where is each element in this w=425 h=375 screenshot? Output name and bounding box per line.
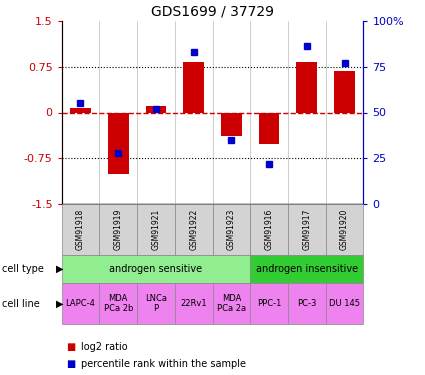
- Text: GSM91918: GSM91918: [76, 209, 85, 251]
- Text: log2 ratio: log2 ratio: [81, 342, 128, 352]
- Bar: [334, 71, 355, 112]
- Text: ▶: ▶: [56, 299, 63, 309]
- Bar: [145, 106, 166, 112]
- Text: ▶: ▶: [56, 264, 63, 274]
- Text: LAPC-4: LAPC-4: [65, 299, 96, 308]
- Text: GSM91923: GSM91923: [227, 209, 236, 251]
- Text: ■: ■: [66, 359, 75, 369]
- Bar: [108, 112, 129, 174]
- Text: MDA
PCa 2a: MDA PCa 2a: [217, 294, 246, 314]
- Text: 22Rv1: 22Rv1: [180, 299, 207, 308]
- Bar: [70, 108, 91, 112]
- Text: GSM91922: GSM91922: [189, 209, 198, 251]
- Text: androgen sensitive: androgen sensitive: [109, 264, 202, 274]
- Text: cell type: cell type: [2, 264, 44, 274]
- Bar: [183, 62, 204, 112]
- Text: PC-3: PC-3: [297, 299, 317, 308]
- Text: PPC-1: PPC-1: [257, 299, 281, 308]
- Text: GSM91919: GSM91919: [114, 209, 123, 251]
- Text: LNCa
P: LNCa P: [145, 294, 167, 314]
- Bar: [259, 112, 280, 144]
- Text: GSM91916: GSM91916: [265, 209, 274, 251]
- Text: percentile rank within the sample: percentile rank within the sample: [81, 359, 246, 369]
- Text: GSM91921: GSM91921: [151, 209, 160, 251]
- Bar: [221, 112, 242, 136]
- Title: GDS1699 / 37729: GDS1699 / 37729: [151, 4, 274, 18]
- Text: ■: ■: [66, 342, 75, 352]
- Text: MDA
PCa 2b: MDA PCa 2b: [104, 294, 133, 314]
- Text: GSM91917: GSM91917: [302, 209, 311, 251]
- Text: GSM91920: GSM91920: [340, 209, 349, 251]
- Bar: [296, 62, 317, 112]
- Text: androgen insensitive: androgen insensitive: [256, 264, 358, 274]
- Text: cell line: cell line: [2, 299, 40, 309]
- Text: DU 145: DU 145: [329, 299, 360, 308]
